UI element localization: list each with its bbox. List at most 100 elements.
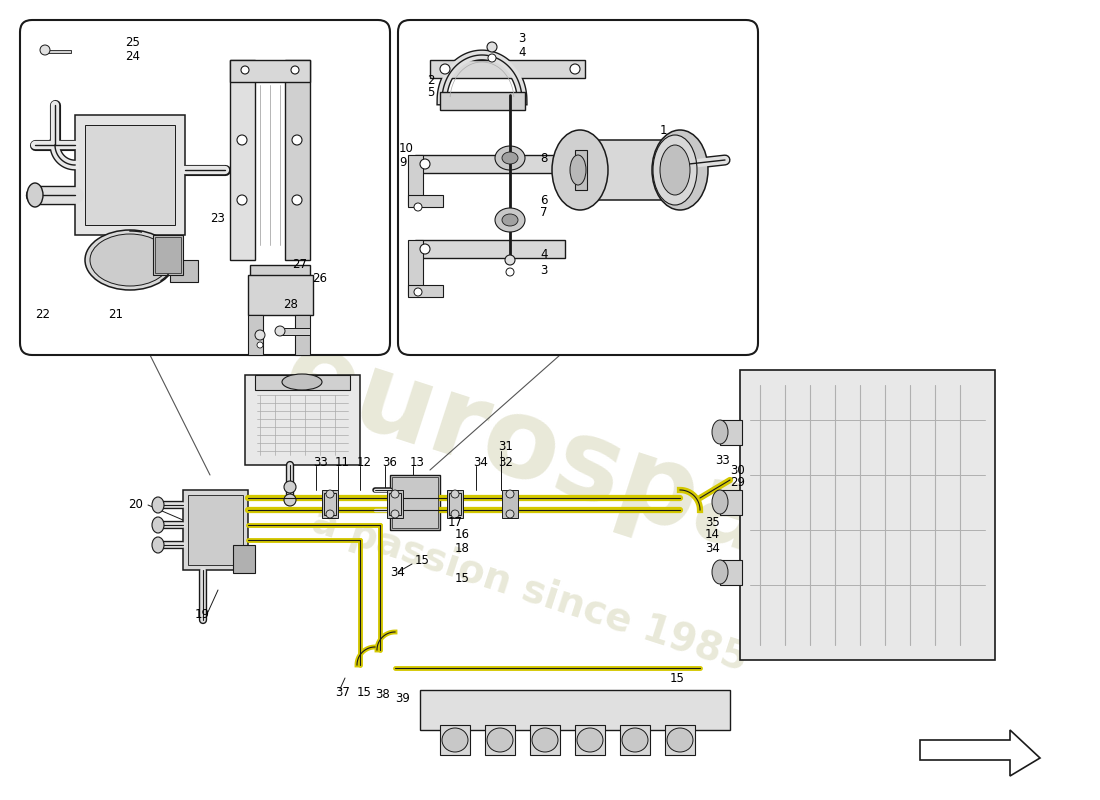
Circle shape bbox=[505, 255, 515, 265]
Text: 39: 39 bbox=[395, 691, 410, 705]
Bar bbox=[46, 50, 72, 53]
Text: 6: 6 bbox=[540, 194, 548, 206]
Bar bbox=[250, 265, 310, 277]
Bar bbox=[575, 150, 587, 190]
Bar bbox=[75, 115, 185, 235]
Circle shape bbox=[292, 135, 302, 145]
Text: 16: 16 bbox=[455, 529, 470, 542]
Text: 9: 9 bbox=[399, 155, 407, 169]
Bar bbox=[580, 140, 680, 200]
Text: 27: 27 bbox=[292, 258, 307, 271]
Text: 5: 5 bbox=[427, 86, 434, 99]
Bar bbox=[183, 490, 248, 570]
Bar bbox=[233, 545, 255, 573]
Text: 30: 30 bbox=[730, 463, 745, 477]
Bar bbox=[155, 237, 182, 273]
Circle shape bbox=[40, 45, 49, 55]
Bar bbox=[295, 315, 310, 355]
Text: 4: 4 bbox=[518, 46, 526, 58]
Bar bbox=[408, 155, 424, 205]
Bar bbox=[280, 328, 310, 335]
Bar bbox=[408, 195, 443, 207]
Bar bbox=[666, 725, 695, 755]
Bar bbox=[255, 375, 350, 390]
Bar bbox=[188, 495, 243, 565]
Ellipse shape bbox=[152, 517, 164, 533]
Text: 18: 18 bbox=[455, 542, 470, 555]
Bar bbox=[502, 490, 518, 518]
Text: 33: 33 bbox=[314, 455, 328, 469]
Bar bbox=[285, 60, 310, 260]
Text: 15: 15 bbox=[415, 554, 430, 566]
Text: 3: 3 bbox=[540, 263, 548, 277]
Circle shape bbox=[451, 510, 459, 518]
Bar bbox=[720, 420, 742, 445]
Text: eurospares: eurospares bbox=[270, 321, 970, 639]
Text: 1: 1 bbox=[660, 123, 668, 137]
Text: 36: 36 bbox=[382, 455, 397, 469]
Bar bbox=[720, 490, 742, 515]
Ellipse shape bbox=[653, 135, 697, 205]
Text: 17: 17 bbox=[448, 515, 463, 529]
Bar bbox=[390, 475, 440, 530]
Polygon shape bbox=[920, 730, 1040, 776]
Circle shape bbox=[284, 481, 296, 493]
Bar bbox=[530, 725, 560, 755]
Ellipse shape bbox=[667, 728, 693, 752]
Circle shape bbox=[420, 159, 430, 169]
Text: 22: 22 bbox=[35, 309, 50, 322]
Circle shape bbox=[414, 203, 422, 211]
Circle shape bbox=[326, 510, 334, 518]
Text: 15: 15 bbox=[670, 671, 685, 685]
Ellipse shape bbox=[152, 537, 164, 553]
Text: 35: 35 bbox=[705, 515, 719, 529]
Bar bbox=[440, 725, 470, 755]
Ellipse shape bbox=[570, 155, 586, 185]
Text: 29: 29 bbox=[730, 477, 745, 490]
Ellipse shape bbox=[152, 497, 164, 513]
Text: 13: 13 bbox=[410, 455, 425, 469]
Bar bbox=[322, 490, 338, 518]
Bar bbox=[740, 370, 996, 660]
Text: 8: 8 bbox=[540, 151, 548, 165]
Ellipse shape bbox=[578, 728, 603, 752]
Bar bbox=[387, 490, 403, 518]
Ellipse shape bbox=[487, 728, 513, 752]
Text: 34: 34 bbox=[473, 455, 488, 469]
Ellipse shape bbox=[502, 214, 518, 226]
Text: 32: 32 bbox=[498, 455, 513, 469]
Text: 14: 14 bbox=[705, 529, 720, 542]
Ellipse shape bbox=[495, 146, 525, 170]
Text: 4: 4 bbox=[540, 249, 548, 262]
Circle shape bbox=[257, 342, 263, 348]
Circle shape bbox=[236, 135, 248, 145]
Bar bbox=[408, 240, 424, 295]
Text: 10: 10 bbox=[399, 142, 414, 154]
Circle shape bbox=[326, 490, 334, 498]
Circle shape bbox=[451, 490, 459, 498]
Text: 28: 28 bbox=[283, 298, 298, 311]
Ellipse shape bbox=[712, 490, 728, 514]
Ellipse shape bbox=[552, 130, 608, 210]
Bar bbox=[230, 60, 310, 82]
Ellipse shape bbox=[502, 152, 518, 164]
FancyBboxPatch shape bbox=[20, 20, 390, 355]
Circle shape bbox=[414, 288, 422, 296]
Bar bbox=[324, 493, 336, 515]
Ellipse shape bbox=[652, 130, 708, 210]
Text: 23: 23 bbox=[210, 211, 224, 225]
Ellipse shape bbox=[28, 183, 43, 207]
Ellipse shape bbox=[660, 145, 690, 195]
Text: 21: 21 bbox=[108, 309, 123, 322]
Bar bbox=[85, 125, 175, 225]
Text: a passion since 1985: a passion since 1985 bbox=[307, 502, 752, 678]
Bar bbox=[408, 285, 443, 297]
Bar bbox=[415, 155, 565, 173]
Bar bbox=[720, 560, 742, 585]
Text: 7: 7 bbox=[540, 206, 548, 218]
Circle shape bbox=[506, 490, 514, 498]
Text: 2: 2 bbox=[427, 74, 434, 86]
Text: 37: 37 bbox=[336, 686, 350, 698]
Circle shape bbox=[487, 42, 497, 52]
Circle shape bbox=[506, 268, 514, 276]
